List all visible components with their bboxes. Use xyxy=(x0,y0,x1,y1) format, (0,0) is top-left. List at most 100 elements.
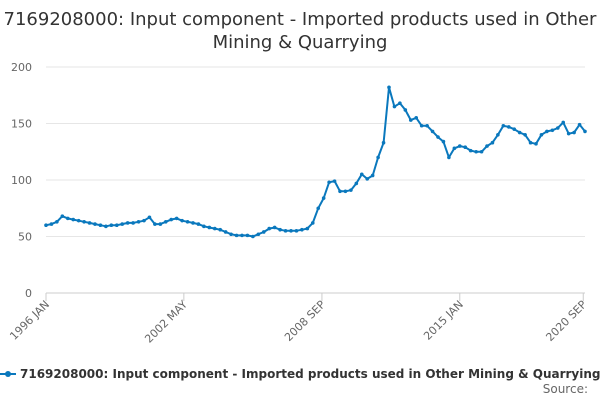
data-point[interactable] xyxy=(321,196,326,200)
data-point[interactable] xyxy=(163,220,168,224)
data-point[interactable] xyxy=(365,177,370,181)
data-point[interactable] xyxy=(572,130,576,135)
data-point[interactable] xyxy=(251,234,255,239)
data-point[interactable] xyxy=(392,104,397,109)
data-point[interactable] xyxy=(87,221,92,225)
data-point[interactable] xyxy=(283,229,288,233)
data-point[interactable] xyxy=(447,155,451,160)
data-point[interactable] xyxy=(272,225,277,230)
data-point[interactable] xyxy=(539,133,544,137)
data-point[interactable] xyxy=(408,118,413,122)
data-point[interactable] xyxy=(370,173,375,178)
data-point[interactable] xyxy=(327,180,331,185)
data-point[interactable] xyxy=(49,222,54,226)
data-point[interactable] xyxy=(300,227,304,232)
data-point[interactable] xyxy=(479,149,484,154)
data-point[interactable] xyxy=(419,123,424,128)
data-point[interactable] xyxy=(463,145,468,150)
data-point[interactable] xyxy=(71,217,76,222)
data-point[interactable] xyxy=(474,149,478,154)
data-point[interactable] xyxy=(468,148,473,153)
data-point[interactable] xyxy=(523,133,527,137)
data-point[interactable] xyxy=(398,101,402,105)
data-point[interactable] xyxy=(114,223,119,227)
data-point[interactable] xyxy=(550,128,555,133)
data-point[interactable] xyxy=(229,232,233,237)
data-point[interactable] xyxy=(376,155,380,160)
data-point[interactable] xyxy=(517,130,522,135)
data-point[interactable] xyxy=(485,144,489,148)
data-point[interactable] xyxy=(310,221,315,225)
data-point[interactable] xyxy=(202,224,206,229)
data-point[interactable] xyxy=(131,221,135,225)
data-point[interactable] xyxy=(490,140,495,145)
data-point[interactable] xyxy=(261,230,266,234)
data-point[interactable] xyxy=(359,172,364,177)
data-point[interactable] xyxy=(104,224,108,229)
data-point[interactable] xyxy=(425,123,429,128)
data-point[interactable] xyxy=(120,222,125,226)
data-point[interactable] xyxy=(153,222,157,226)
data-point[interactable] xyxy=(158,222,163,226)
data-point[interactable] xyxy=(414,116,419,120)
data-point[interactable] xyxy=(561,120,566,125)
data-point[interactable] xyxy=(76,218,81,223)
data-point[interactable] xyxy=(436,135,440,139)
data-point[interactable] xyxy=(180,218,184,223)
data-point[interactable] xyxy=(387,85,391,90)
data-point[interactable] xyxy=(234,233,239,238)
data-point[interactable] xyxy=(136,220,141,224)
data-point[interactable] xyxy=(577,122,582,127)
data-point[interactable] xyxy=(142,218,146,223)
data-point[interactable] xyxy=(545,129,549,134)
data-point[interactable] xyxy=(316,206,321,211)
data-point[interactable] xyxy=(147,215,152,220)
data-point[interactable] xyxy=(245,233,250,238)
data-point[interactable] xyxy=(169,217,174,222)
data-point[interactable] xyxy=(207,225,212,230)
data-point[interactable] xyxy=(441,139,446,144)
data-point[interactable] xyxy=(55,220,59,224)
data-point[interactable] xyxy=(218,227,223,232)
data-point[interactable] xyxy=(381,140,386,145)
data-point[interactable] xyxy=(223,230,228,234)
data-point[interactable] xyxy=(534,142,538,146)
data-point[interactable] xyxy=(501,123,506,128)
data-point[interactable] xyxy=(125,221,130,225)
data-point[interactable] xyxy=(191,221,195,225)
data-point[interactable] xyxy=(332,179,337,183)
data-point[interactable] xyxy=(44,223,48,227)
data-point[interactable] xyxy=(343,189,348,194)
data-point[interactable] xyxy=(60,214,65,218)
data-point[interactable] xyxy=(174,216,179,221)
data-point[interactable] xyxy=(452,146,457,151)
data-point[interactable] xyxy=(109,223,114,227)
data-point[interactable] xyxy=(212,226,217,231)
data-point[interactable] xyxy=(98,223,103,227)
data-point[interactable] xyxy=(305,226,310,231)
data-point[interactable] xyxy=(512,127,517,131)
data-point[interactable] xyxy=(267,226,272,231)
data-point[interactable] xyxy=(289,229,293,233)
legend[interactable]: 7169208000: Input component - Imported p… xyxy=(0,364,600,384)
data-point[interactable] xyxy=(555,126,560,130)
data-point[interactable] xyxy=(583,129,587,134)
data-point[interactable] xyxy=(294,229,299,233)
data-point[interactable] xyxy=(457,144,462,148)
data-point[interactable] xyxy=(349,188,353,192)
data-point[interactable] xyxy=(506,125,511,129)
data-point[interactable] xyxy=(430,129,435,134)
data-point[interactable] xyxy=(338,189,342,194)
data-point[interactable] xyxy=(196,222,201,226)
data-point[interactable] xyxy=(65,216,70,221)
data-point[interactable] xyxy=(278,227,282,232)
data-point[interactable] xyxy=(528,140,533,145)
data-point[interactable] xyxy=(240,233,244,238)
data-point[interactable] xyxy=(403,108,408,112)
data-point[interactable] xyxy=(82,220,86,224)
data-point[interactable] xyxy=(354,181,359,186)
data-point[interactable] xyxy=(256,232,261,237)
data-point[interactable] xyxy=(185,220,190,224)
data-point[interactable] xyxy=(496,133,500,137)
data-point[interactable] xyxy=(93,222,97,226)
